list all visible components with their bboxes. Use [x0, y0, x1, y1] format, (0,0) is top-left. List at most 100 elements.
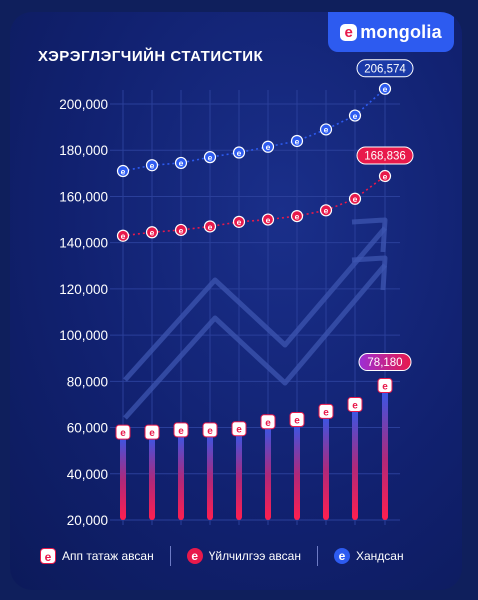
app-marker-letter: e [207, 426, 213, 437]
visits-point [348, 109, 362, 122]
logo-e-icon: e [340, 23, 358, 41]
visit-icon: e [333, 548, 350, 564]
y-tick-label: 20,000 [67, 513, 108, 528]
services-point [290, 209, 304, 223]
app-bar-marker [202, 422, 218, 438]
app-bar-marker [231, 421, 247, 437]
visits-point [261, 140, 275, 153]
legend-label-visits: Хандсан [355, 549, 404, 563]
trend-arrow-decoration [123, 217, 388, 420]
app-bar-marker [347, 396, 363, 412]
app-bar [120, 432, 126, 520]
visits-point [319, 123, 333, 136]
app-marker-letter: e [178, 426, 184, 437]
services-point-letter: e [179, 225, 184, 235]
legend-label-app: Апп татаж авсан [62, 549, 154, 563]
app-marker-letter: e [352, 400, 358, 411]
visits-point-letter: e [179, 158, 184, 168]
legend-item-app: e Апп татаж авсан [40, 548, 154, 564]
app-marker-letter: e [323, 407, 329, 418]
app-bar-marker [289, 411, 305, 427]
app-bar-marker [173, 422, 189, 438]
services-point [261, 213, 275, 226]
app-bar-marker [115, 424, 131, 440]
services-point-letter: e [208, 222, 213, 232]
app-end-label: 78,180 [367, 357, 402, 369]
services-point [203, 220, 217, 233]
legend-label-services: Үйлчилгээ авсан [208, 549, 301, 563]
services-point [232, 215, 246, 228]
y-tick-label: 40,000 [67, 467, 108, 482]
app-marker-letter: e [382, 382, 388, 393]
app-bar [207, 429, 213, 520]
chart-title: ХЭРЭГЛЭГЧИЙН СТАТИСТИК [38, 48, 264, 65]
app-download-icon: e [40, 548, 56, 564]
app-marker-letter: e [294, 415, 300, 426]
services-point-letter: e [150, 228, 155, 238]
brand-logo[interactable]: e mongolia [328, 12, 454, 52]
app-marker-letter: e [120, 428, 126, 439]
y-tick-label: 180,000 [59, 143, 108, 158]
visits-point [290, 134, 304, 148]
services-point-letter: e [266, 215, 271, 225]
services-point [319, 204, 333, 217]
app-bar [265, 421, 271, 520]
app-marker-letter: e [149, 428, 155, 439]
app-bar-marker [260, 414, 276, 430]
services-point [378, 169, 392, 183]
visits-point [145, 159, 159, 172]
visits-point-letter: e [150, 161, 155, 171]
visits-line [122, 88, 386, 172]
y-tick-label: 200,000 [59, 97, 108, 112]
visits-point-letter: e [324, 125, 329, 135]
services-end-label-pill [356, 146, 414, 165]
services-point-letter: e [121, 231, 126, 241]
services-point [174, 223, 188, 237]
services-point-letter: e [383, 171, 388, 181]
services-point [145, 226, 159, 239]
service-icon: e [186, 548, 203, 564]
app-bar-marker [377, 378, 393, 394]
y-tick-label: 80,000 [67, 374, 108, 389]
services-end-label: 168,836 [364, 151, 406, 163]
y-tick-label: 140,000 [59, 236, 108, 251]
visits-point-letter: e [208, 152, 213, 162]
y-tick-label: 120,000 [59, 282, 108, 297]
services-point-letter: e [237, 217, 242, 227]
app-bar [178, 429, 184, 520]
services-point [348, 192, 362, 205]
app-marker-letter: e [265, 418, 271, 429]
app-bar [294, 419, 300, 520]
logo-text: mongolia [360, 21, 442, 42]
y-tick-label: 160,000 [59, 189, 108, 204]
y-tick-label: 100,000 [59, 328, 108, 343]
app-bar [382, 385, 388, 520]
services-line [122, 175, 386, 237]
visits-point-letter: e [353, 111, 358, 121]
legend-item-visits: e Хандсан [333, 548, 404, 564]
y-tick-label: 60,000 [67, 421, 108, 436]
visits-end-label-pill [356, 59, 414, 78]
app-marker-letter: e [236, 425, 242, 436]
visits-point-letter: e [383, 84, 388, 94]
app-bar-marker [318, 403, 334, 419]
app-end-label-pill [358, 353, 412, 372]
app-bar-marker [144, 424, 160, 440]
services-point-letter: e [324, 206, 329, 216]
services-point-letter: e [353, 194, 358, 204]
app-bar [149, 432, 155, 520]
services-point [116, 229, 130, 242]
visits-point [232, 146, 246, 159]
visits-point-letter: e [237, 148, 242, 158]
app-bar [236, 428, 242, 520]
visits-point-letter: e [295, 136, 300, 146]
visits-point [378, 82, 392, 95]
services-point-letter: e [295, 211, 300, 221]
visits-point [116, 164, 130, 178]
app-bar [352, 404, 358, 520]
visits-point [203, 151, 217, 164]
app-bar [323, 411, 329, 520]
legend-divider [316, 546, 318, 566]
visits-end-label: 206,574 [364, 63, 406, 75]
